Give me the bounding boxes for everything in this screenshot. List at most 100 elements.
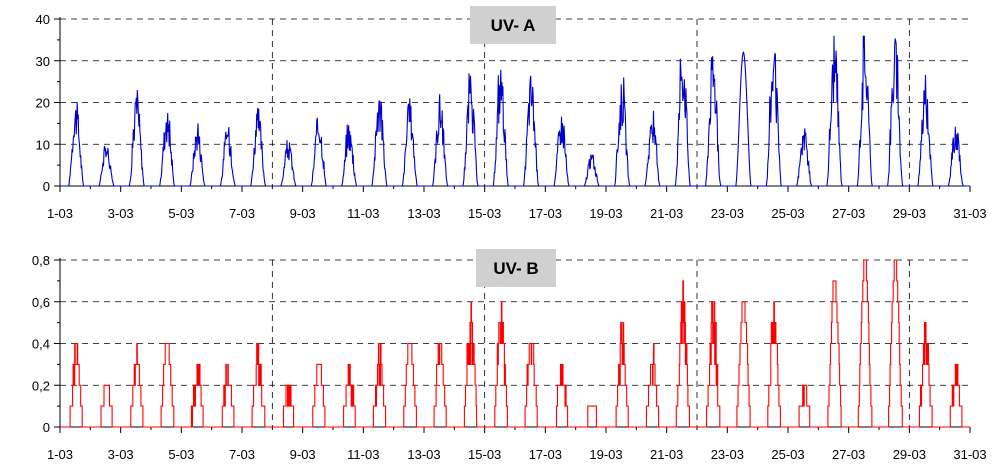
daily-uv-curve [666, 58, 697, 187]
daily-uv-curve [757, 301, 788, 428]
daily-uv-curve [484, 69, 515, 187]
y-tick-label: 10 [36, 137, 50, 152]
daily-uv-curve [575, 154, 606, 187]
daily-uv-curve [484, 301, 515, 428]
daily-uv-curve [393, 342, 424, 428]
chart-title: UV- A [491, 16, 536, 35]
x-tick-label: 9-03 [290, 206, 316, 221]
daily-uv-curve [788, 128, 819, 187]
daily-uv-curve [788, 384, 819, 428]
y-tick-label: 40 [36, 12, 50, 27]
daily-uv-curve [515, 342, 546, 428]
daily-uv-curve [211, 126, 242, 187]
x-tick-label: 1-03 [47, 206, 73, 221]
daily-uv-curve [151, 112, 182, 187]
x-tick-label: 3-03 [108, 447, 134, 462]
daily-uv-curve [302, 363, 333, 428]
daily-uv-curve [848, 259, 879, 428]
daily-uv-curve [393, 98, 424, 187]
daily-uv-curve [879, 259, 910, 428]
y-tick-label: 0,2 [32, 378, 50, 393]
daily-uv-curve [545, 116, 576, 187]
x-tick-label: 19-03 [589, 206, 622, 221]
y-tick-label: 0,4 [32, 337, 50, 352]
daily-uv-curve [333, 124, 364, 187]
daily-uv-curve [727, 51, 758, 187]
daily-uv-curve [424, 342, 455, 428]
x-tick-label: 15-03 [468, 447, 501, 462]
x-tick-label: 7-03 [229, 206, 255, 221]
daily-uv-curve [60, 102, 91, 187]
chart-title: UV- B [493, 259, 538, 278]
daily-uv-curve [211, 363, 242, 428]
x-tick-label: 21-03 [650, 447, 683, 462]
x-tick-label: 27-03 [832, 206, 865, 221]
daily-uv-curve [697, 301, 728, 428]
x-tick-label: 25-03 [771, 447, 804, 462]
daily-uv-curve [120, 89, 151, 187]
x-tick-label: 21-03 [650, 206, 683, 221]
daily-uv-curve [454, 301, 485, 428]
x-tick-label: 7-03 [229, 447, 255, 462]
daily-uv-curve [818, 35, 849, 187]
y-tick-label: 0 [43, 179, 50, 194]
x-tick-label: 23-03 [711, 447, 744, 462]
y-tick-label: 20 [36, 96, 50, 111]
daily-uv-curve [120, 342, 151, 428]
daily-uv-curve [242, 107, 273, 187]
x-tick-label: 19-03 [589, 447, 622, 462]
x-tick-label: 5-03 [168, 206, 194, 221]
y-tick-label: 30 [36, 54, 50, 69]
daily-uv-curve [272, 384, 303, 428]
daily-uv-curve [697, 56, 728, 187]
daily-uv-curve [606, 322, 637, 428]
y-tick-label: 0 [43, 420, 50, 435]
x-tick-label: 31-03 [953, 447, 986, 462]
y-tick-label: 0,6 [32, 295, 50, 310]
daily-uv-curve [90, 146, 121, 187]
daily-uv-curve [90, 384, 121, 428]
x-tick-label: 23-03 [711, 206, 744, 221]
daily-uv-curve [879, 38, 910, 187]
daily-uv-curve [727, 301, 758, 428]
daily-uv-curve [515, 75, 546, 187]
daily-uv-curve [181, 363, 212, 428]
daily-uv-curve [454, 73, 485, 187]
title-box [476, 249, 556, 287]
x-tick-label: 31-03 [953, 206, 986, 221]
x-tick-label: 11-03 [347, 447, 379, 462]
daily-uv-curve [757, 53, 788, 187]
daily-uv-curve [363, 342, 394, 428]
daily-uv-curve [575, 405, 606, 428]
x-tick-label: 9-03 [290, 447, 316, 462]
uv-a-panel: 0 10 20 30 40 1-03 3-03 5-03 7-03 9-03 11-03 13-03 1… [36, 6, 987, 221]
daily-uv-curve [363, 100, 394, 187]
daily-uv-curve [939, 126, 970, 187]
x-tick-label: 17-03 [529, 206, 562, 221]
daily-uv-curve [60, 342, 91, 428]
uv-b-panel: 0 0,2 0,4 0,6 0,8 1-03 3-03 5-03 7-03 9-03 11-03 13… [32, 249, 987, 462]
daily-uv-curve [909, 74, 940, 187]
daily-uv-curve [666, 280, 697, 428]
daily-uv-curve [333, 363, 364, 428]
daily-uv-curve [302, 117, 333, 187]
x-tick-label: 17-03 [529, 447, 562, 462]
daily-uv-curve [151, 342, 182, 428]
x-tick-label: 3-03 [108, 206, 134, 221]
daily-uv-curve [909, 322, 940, 428]
x-tick-label: 27-03 [832, 447, 865, 462]
daily-uv-curve [848, 35, 879, 187]
x-tick-label: 13-03 [407, 206, 440, 221]
daily-uv-curve [242, 342, 273, 428]
daily-uv-curve [939, 363, 970, 428]
x-tick-label: 29-03 [893, 447, 926, 462]
daily-uv-curve [424, 94, 455, 187]
y-tick-label: 0,8 [32, 253, 50, 268]
x-tick-label: 25-03 [771, 206, 804, 221]
x-tick-label: 5-03 [168, 447, 194, 462]
daily-uv-curve [636, 342, 667, 428]
x-tick-label: 13-03 [407, 447, 440, 462]
x-tick-label: 1-03 [47, 447, 73, 462]
daily-uv-curve [636, 110, 667, 187]
